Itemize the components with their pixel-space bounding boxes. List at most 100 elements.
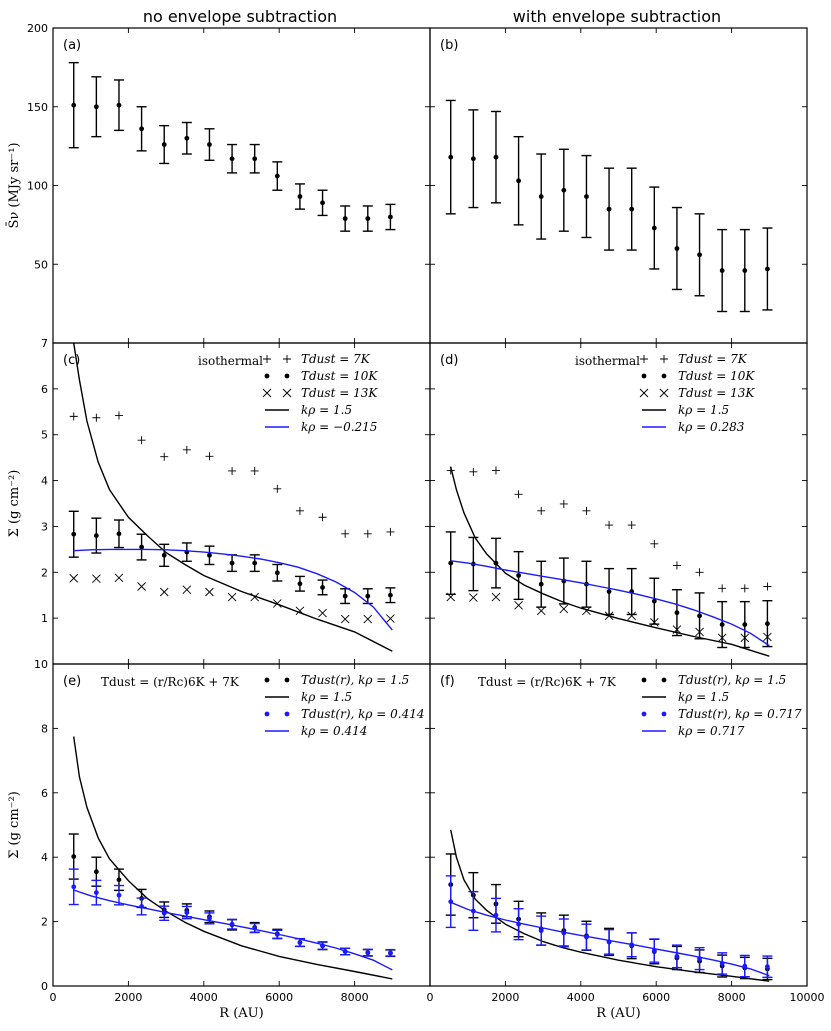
legend-label: Tdust = 10K <box>301 369 378 383</box>
data-point <box>297 581 303 587</box>
data-point <box>114 573 124 583</box>
column-title-left: no envelope subtraction <box>143 7 337 26</box>
data-point <box>273 484 282 493</box>
y-axis-label: Σ (g cm⁻²) <box>7 470 22 538</box>
series-k-1-5-line <box>73 343 393 652</box>
data-point <box>448 560 454 566</box>
legend-label: Tdust = 13K <box>301 386 378 400</box>
y-tick-label: 6 <box>41 383 48 396</box>
data-point <box>516 178 521 184</box>
panel-c: 1 2 3 4 5 6 7 (c) isothermal Tdust = 7K Tdust = 10… <box>7 337 431 665</box>
data-point <box>651 598 657 604</box>
data-point <box>538 581 544 587</box>
data-point <box>718 584 727 593</box>
data-point <box>250 592 260 602</box>
y-tick-label: 150 <box>27 101 48 114</box>
data-point <box>538 928 544 934</box>
data-point <box>207 915 212 921</box>
data-point <box>446 592 456 602</box>
series-k-1-5-line <box>450 829 770 982</box>
data-point <box>161 552 167 558</box>
series-k-0-215-line <box>73 548 393 631</box>
data-point <box>93 533 99 538</box>
legend-swatch <box>264 373 270 379</box>
y-tick-label: 4 <box>41 851 48 864</box>
y-tick-label: 2 <box>41 916 48 929</box>
y-tick-label: 100 <box>27 180 48 193</box>
data-point <box>137 582 146 591</box>
panel-annotation: isothermal <box>198 354 263 368</box>
data-point <box>493 154 499 160</box>
data-point <box>649 617 659 627</box>
data-point <box>763 582 772 591</box>
data-point <box>116 877 122 883</box>
data-point <box>297 940 303 945</box>
panel-annotation: isothermal <box>575 354 640 368</box>
data-point <box>538 194 544 199</box>
data-point <box>93 890 99 896</box>
panel-label: (c) <box>63 353 80 368</box>
panel-f: 0 2000 4000 6000 8000 10000 (f) Tdust = (r/Rc)6… <box>427 663 825 1021</box>
data-point <box>470 156 476 162</box>
data-point <box>93 869 99 875</box>
data-point <box>182 585 192 595</box>
data-point <box>320 585 325 590</box>
data-point <box>341 529 350 538</box>
data-point <box>182 445 191 454</box>
data-point <box>92 574 101 584</box>
y-tick-label: 50 <box>34 258 48 271</box>
legend-label: kρ = 1.5 <box>301 690 352 704</box>
data-point <box>116 531 122 537</box>
y-tick-label: 4 <box>41 475 48 488</box>
panel-b: (b) <box>429 27 808 344</box>
data-group <box>68 61 396 232</box>
data-point <box>227 592 237 602</box>
series-k-1-5-line <box>450 466 770 657</box>
legend-label: kρ = 1.5 <box>678 690 729 704</box>
y-tick-label: 5 <box>41 429 48 442</box>
data-point <box>252 560 258 566</box>
data-point <box>160 452 169 461</box>
x-axis-label: R (AU) <box>219 1006 263 1021</box>
legend-swatch <box>640 355 648 363</box>
series-k-1-5-line <box>73 736 393 980</box>
data-point <box>651 225 657 231</box>
y-axis-label: S̄ν (MJy sr⁻¹) <box>6 142 22 228</box>
data-point <box>627 521 636 530</box>
data-point <box>318 513 327 522</box>
data-point <box>559 604 569 614</box>
data-point <box>71 854 77 859</box>
data-point <box>69 573 79 583</box>
data-point <box>297 194 303 199</box>
data-group <box>445 466 773 657</box>
data-point <box>205 587 214 597</box>
data-point <box>650 539 659 548</box>
data-point <box>342 216 348 221</box>
data-point <box>71 102 77 108</box>
legend-swatch <box>282 388 292 398</box>
data-point <box>340 614 350 624</box>
data-point <box>536 606 546 616</box>
data-point <box>252 156 258 162</box>
legend-label: Tdust = 7K <box>678 352 748 366</box>
legend-label: kρ = −0.215 <box>301 420 377 434</box>
data-point <box>627 611 637 621</box>
data-point <box>674 610 680 616</box>
data-point <box>674 953 680 959</box>
data-point <box>561 187 567 193</box>
data-point <box>606 589 612 594</box>
legend-label: kρ = 1.5 <box>301 403 352 417</box>
data-point <box>116 892 122 898</box>
data-point <box>71 531 77 537</box>
legend-swatch <box>283 355 291 363</box>
panel-label: (a) <box>63 38 81 53</box>
data-point <box>469 467 478 476</box>
legend-swatch <box>641 373 647 379</box>
data-group <box>68 343 396 652</box>
data-point <box>159 587 169 597</box>
y-tick-label: 200 <box>27 22 48 35</box>
legend-swatch <box>641 711 647 717</box>
data-point <box>295 506 304 515</box>
data-point <box>318 608 327 618</box>
